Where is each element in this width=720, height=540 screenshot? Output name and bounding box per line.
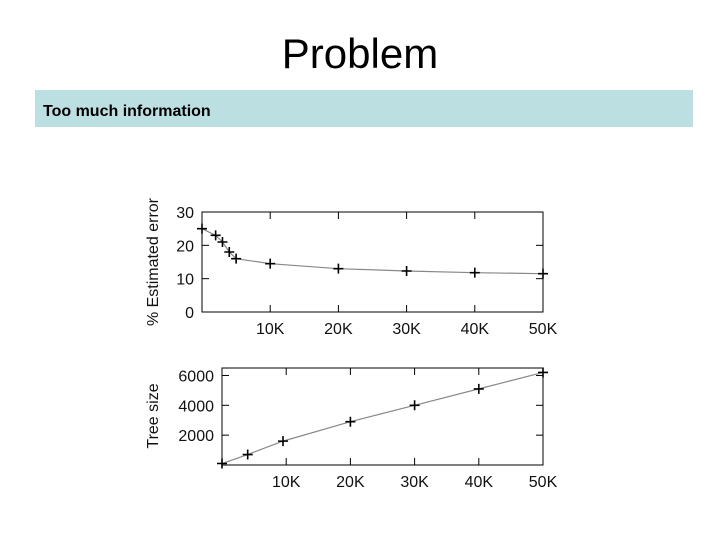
data-point [538, 268, 548, 279]
data-point [231, 253, 242, 264]
x-tick-label: 30K [400, 474, 429, 491]
data-point [277, 436, 288, 447]
series-line [201, 228, 544, 275]
y-tick-label: 10 [176, 272, 194, 289]
x-tick-label: 20K [324, 321, 353, 338]
data-point [242, 449, 253, 460]
data-point [401, 266, 412, 276]
x-tick-label: 50K [529, 321, 558, 338]
data-point [224, 247, 235, 257]
y-tick-label: 6000 [178, 368, 214, 385]
x-tick-label: 50K [529, 474, 558, 491]
y-axis-label: % Estimated error [145, 197, 162, 326]
subtitle-bar: Too much information [35, 90, 693, 127]
data-point [210, 230, 221, 241]
data-point [345, 416, 356, 427]
plot-frame [201, 211, 544, 313]
data-point [473, 383, 484, 394]
tree-size-chart: 2000 4000 6000 10K 20K 30K 40K 50K Tree size [145, 367, 558, 491]
y-axis-label: Tree size [145, 383, 162, 448]
x-tick-label: 10K [272, 474, 301, 491]
x-tick-label: 40K [465, 474, 494, 491]
y-tick-label: 0 [185, 305, 194, 322]
y-tick-label: 20 [176, 238, 194, 255]
data-point [197, 223, 207, 234]
y-tick-label: 2000 [178, 428, 214, 445]
y-tick-label: 4000 [178, 398, 214, 415]
x-tick-label: 30K [392, 321, 421, 338]
slide-title: Problem [281, 30, 439, 77]
data-point [538, 367, 548, 378]
x-tick-label: 10K [256, 321, 285, 338]
data-point [469, 267, 480, 278]
x-tick-label: 40K [461, 321, 490, 338]
data-point [265, 258, 276, 269]
series-line [221, 371, 544, 465]
data-point [217, 458, 227, 469]
x-tick-label: 20K [336, 474, 365, 491]
plot-frame [221, 367, 544, 466]
data-point [333, 263, 344, 274]
data-point [409, 400, 420, 411]
data-point [217, 237, 228, 247]
subtitle-text: Too much information [43, 103, 211, 120]
y-tick-label: 30 [176, 205, 194, 222]
error-chart: 0 10 20 30 10K 20K 30K 40K 50K % Estimated error [145, 197, 558, 338]
